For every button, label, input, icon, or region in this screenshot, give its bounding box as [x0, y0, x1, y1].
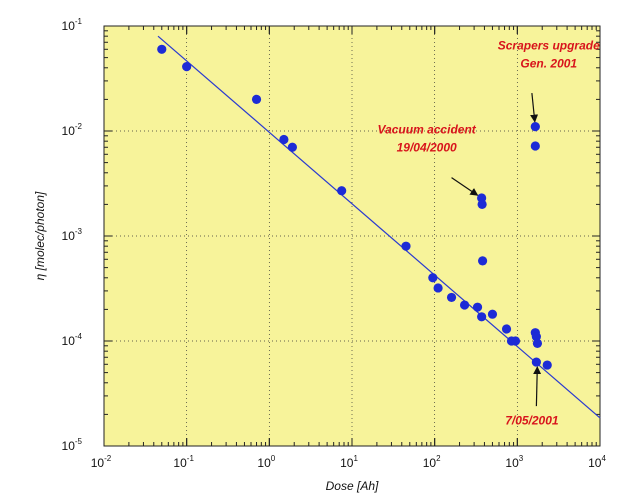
- data-point: [337, 186, 347, 196]
- y-tick-exponent: -2: [75, 122, 83, 131]
- y-tick-base: 10: [62, 334, 76, 348]
- annotation-line: Scrapers upgrade: [498, 38, 600, 52]
- x-tick-base: 10: [505, 456, 519, 470]
- x-tick-label: 103: [505, 454, 523, 470]
- x-tick-exponent: -1: [187, 454, 195, 463]
- y-tick-label: 10-5: [62, 437, 83, 453]
- y-axis-title: η [molec/photon]: [33, 191, 47, 280]
- x-tick-exponent: -2: [104, 454, 112, 463]
- x-tick-label: 100: [257, 454, 275, 470]
- x-tick-base: 10: [91, 456, 105, 470]
- data-point: [530, 141, 540, 151]
- data-point: [510, 336, 521, 346]
- data-point: [532, 338, 543, 348]
- data-point: [477, 312, 487, 322]
- tick-labels: 10-2 10-1 100 101 102 103 10410-510-410-310-21…: [62, 17, 607, 470]
- x-tick-label: 10-2: [91, 454, 112, 470]
- x-tick-exponent: 0: [271, 454, 276, 463]
- x-tick-base: 10: [173, 456, 187, 470]
- x-tick-label: 10-1: [173, 454, 194, 470]
- x-tick-label: 104: [588, 454, 606, 470]
- y-tick-label: 10-3: [62, 227, 83, 243]
- data-point: [279, 134, 289, 145]
- data-point: [157, 44, 167, 54]
- annotation-arrow: [451, 177, 479, 196]
- plot-frame: [103, 25, 601, 447]
- x-tick-exponent: 2: [436, 454, 441, 463]
- data-point: [487, 309, 498, 319]
- annotation-line: 7/05/2001: [505, 414, 559, 428]
- x-tick-base: 10: [340, 456, 354, 470]
- fit-line-group: [157, 35, 601, 419]
- data-point: [531, 357, 541, 367]
- y-tick-base: 10: [62, 19, 76, 33]
- annotation-label: 7/05/2001: [505, 414, 559, 428]
- data-point: [477, 256, 488, 266]
- x-tick-exponent: 3: [519, 454, 524, 463]
- data-point: [501, 324, 512, 334]
- data-point: [251, 94, 262, 104]
- y-tick-base: 10: [62, 229, 76, 243]
- x-tick-exponent: 4: [601, 454, 606, 463]
- y-tick-label: 10-2: [62, 122, 83, 138]
- annotation-line: Gen. 2001: [520, 56, 577, 70]
- annotations: Scrapers upgrade Gen. 2001 Vacuum accident…: [378, 38, 601, 427]
- data-point: [530, 122, 540, 132]
- data-point: [287, 142, 297, 152]
- x-tick-base: 10: [423, 456, 437, 470]
- y-tick-exponent: -1: [75, 17, 83, 26]
- grid: [104, 26, 600, 446]
- y-tick-base: 10: [62, 124, 76, 138]
- data-point: [446, 292, 457, 303]
- annotation-arrow: [533, 366, 542, 407]
- data-points: [157, 44, 552, 370]
- x-tick-label: 101: [340, 454, 358, 470]
- annotation-label: Vacuum accident 19/04/2000: [378, 122, 477, 154]
- x-tick-base: 10: [257, 456, 271, 470]
- x-tick-label: 102: [423, 454, 441, 470]
- data-point: [182, 62, 192, 72]
- x-axis-title: Dose [Ah]: [326, 479, 379, 493]
- annotation-arrow: [530, 92, 539, 123]
- data-point: [401, 241, 411, 251]
- fit-line: [157, 35, 601, 419]
- y-tick-exponent: -3: [75, 227, 83, 236]
- annotation-line: Vacuum accident: [378, 122, 477, 136]
- y-tick-label: 10-1: [62, 17, 83, 33]
- y-tick-exponent: -5: [75, 437, 83, 446]
- annotation-label: Scrapers upgrade Gen. 2001: [498, 38, 600, 70]
- x-tick-base: 10: [588, 456, 602, 470]
- data-point: [472, 302, 483, 312]
- data-point: [459, 300, 470, 310]
- y-tick-exponent: -4: [75, 332, 83, 341]
- y-tick-base: 10: [62, 439, 76, 453]
- data-point: [477, 199, 487, 209]
- x-tick-exponent: 1: [353, 454, 358, 463]
- data-point: [428, 273, 438, 283]
- data-point: [433, 283, 443, 293]
- data-point: [542, 360, 552, 370]
- y-tick-label: 10-4: [62, 332, 83, 348]
- annotation-line: 19/04/2000: [397, 140, 457, 154]
